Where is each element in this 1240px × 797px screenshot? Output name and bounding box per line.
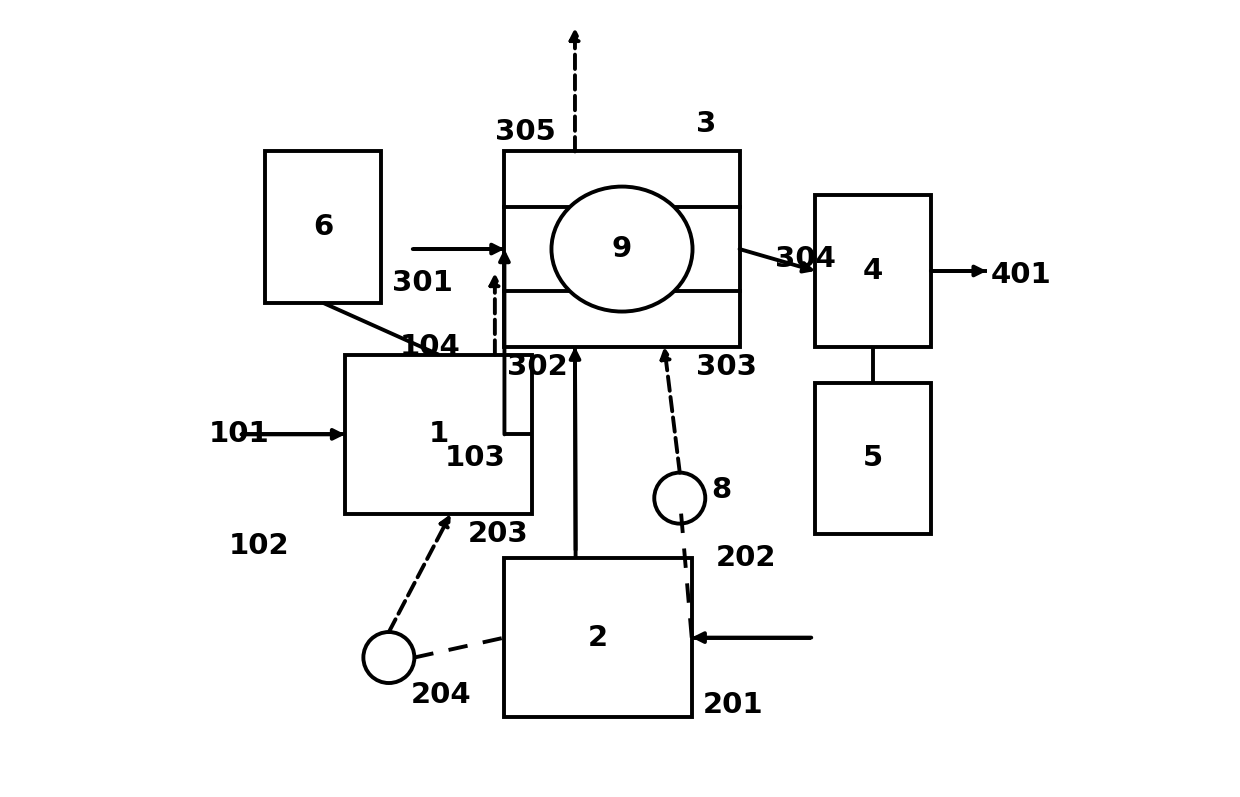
Text: 101: 101 (208, 420, 269, 449)
Text: 103: 103 (445, 444, 506, 473)
Bar (505, 558, 692, 717)
Bar (265, 151, 381, 303)
Text: 4: 4 (863, 257, 883, 285)
Text: 8: 8 (712, 476, 732, 505)
Text: 9: 9 (611, 235, 632, 263)
Text: 102: 102 (228, 532, 289, 560)
Text: 1: 1 (429, 420, 449, 449)
Text: 303: 303 (696, 352, 756, 381)
Text: 304: 304 (775, 245, 836, 273)
Text: 203: 203 (467, 520, 528, 548)
Text: 305: 305 (496, 117, 557, 146)
Text: 5: 5 (863, 444, 883, 473)
Text: 401: 401 (991, 261, 1052, 289)
Ellipse shape (552, 186, 692, 312)
Text: 2: 2 (588, 623, 608, 652)
Text: 201: 201 (703, 691, 764, 720)
Bar (815, 383, 931, 534)
Text: 301: 301 (392, 269, 453, 297)
Text: 3: 3 (696, 109, 715, 138)
Circle shape (363, 632, 414, 683)
Text: 6: 6 (312, 213, 334, 241)
Bar (345, 355, 532, 514)
Circle shape (655, 473, 706, 524)
Text: 104: 104 (399, 332, 460, 361)
Bar (815, 195, 931, 347)
Text: 204: 204 (410, 681, 471, 709)
Text: 202: 202 (715, 544, 776, 572)
Bar (505, 151, 739, 347)
Text: 302: 302 (507, 352, 568, 381)
